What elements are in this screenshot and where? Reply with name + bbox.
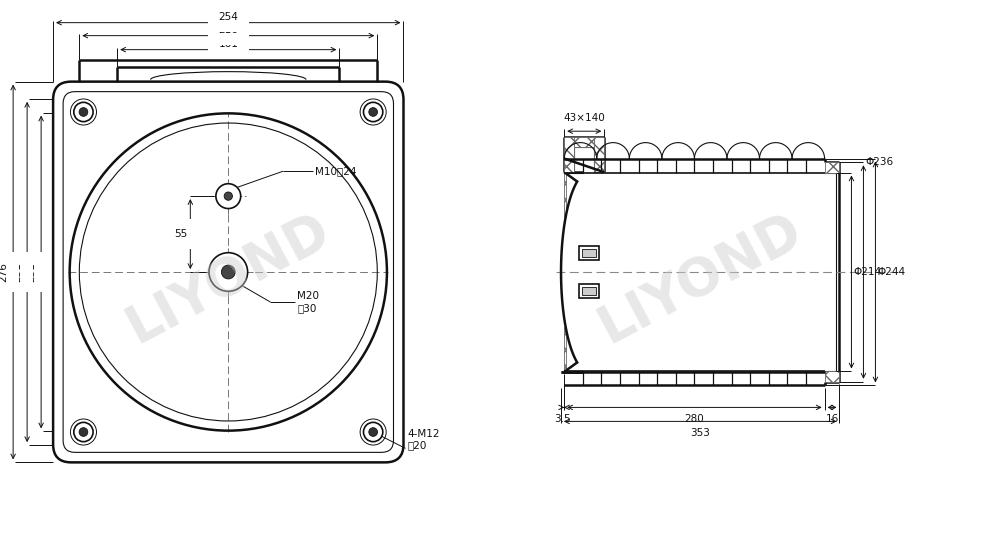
Bar (582, 287, 596, 295)
Text: M20
淲30: M20 淲30 (297, 291, 319, 313)
Circle shape (363, 422, 383, 442)
Text: 216: 216 (218, 24, 238, 35)
Text: 43×140: 43×140 (563, 113, 605, 123)
Text: 3.5: 3.5 (554, 415, 571, 424)
Text: 231: 231 (26, 262, 36, 282)
Text: 55: 55 (174, 229, 187, 239)
Circle shape (79, 108, 88, 116)
Text: LIYOND: LIYOND (118, 204, 339, 354)
Circle shape (216, 184, 241, 208)
Text: 276: 276 (0, 262, 8, 282)
Circle shape (224, 192, 232, 200)
Text: 4-M12
淲20: 4-M12 淲20 (407, 429, 440, 450)
Text: M10淲24: M10淲24 (315, 166, 357, 176)
Text: 353: 353 (690, 428, 710, 438)
Text: Φ244: Φ244 (877, 267, 906, 277)
Bar (574, 137, 594, 147)
Circle shape (74, 102, 93, 122)
Bar (579, 284, 599, 298)
Text: 251: 251 (12, 262, 22, 282)
Bar (579, 246, 599, 260)
Bar (825, 162, 839, 172)
Bar (564, 327, 566, 372)
Bar (825, 372, 839, 382)
Text: 254: 254 (218, 11, 238, 22)
Circle shape (79, 428, 88, 436)
Text: LIYOND: LIYOND (590, 204, 811, 354)
Circle shape (369, 108, 377, 116)
Bar (582, 249, 596, 257)
Text: 16: 16 (825, 415, 839, 424)
Text: Φ236: Φ236 (865, 157, 894, 168)
FancyBboxPatch shape (53, 82, 403, 462)
Text: 161: 161 (218, 39, 238, 48)
Bar (594, 137, 604, 172)
Circle shape (209, 252, 248, 292)
Circle shape (363, 102, 383, 122)
Bar (564, 137, 574, 172)
Text: Φ214: Φ214 (853, 267, 882, 277)
Text: 280: 280 (685, 415, 704, 424)
Circle shape (369, 428, 377, 436)
Bar (564, 172, 566, 217)
Circle shape (221, 265, 235, 279)
Circle shape (74, 422, 93, 442)
